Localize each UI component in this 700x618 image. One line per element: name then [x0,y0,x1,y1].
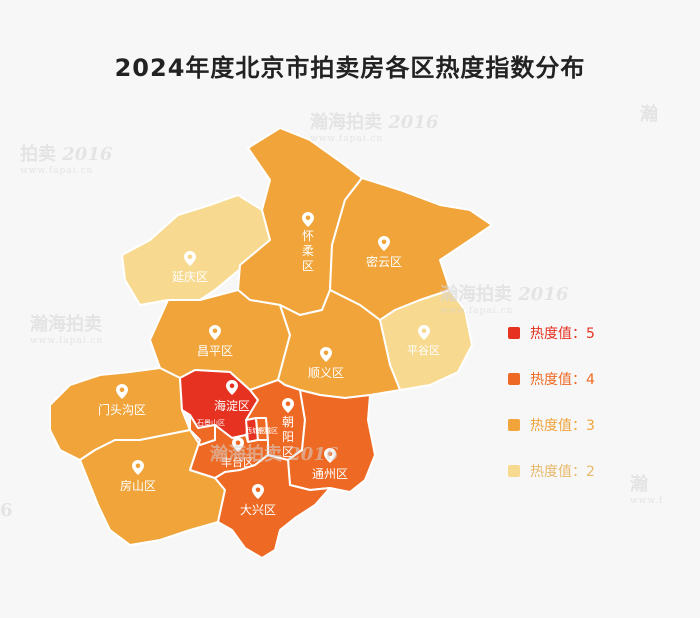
legend-item-level-5: 热度值：5 [508,322,595,344]
location-pin-icon [417,325,430,340]
legend-item-level-3: 热度值：3 [508,414,595,436]
label-xicheng: 西城区 [245,426,266,436]
label-text: 平谷区 [407,344,440,357]
legend-item-level-2: 热度值：2 [508,460,595,482]
label-text: 石景山区 [197,419,225,427]
label-yanqing: 延庆区 [172,251,208,285]
label-fengtai: 丰台区 [221,437,254,470]
label-shijingshan: 石景山区 [197,418,225,428]
label-text: 顺义区 [308,366,345,380]
label-haidian: 海淀区 [214,380,250,414]
location-pin-icon [226,380,238,395]
district-daxing[interactable] [214,454,331,559]
label-text: 昌平区 [197,344,234,358]
district-tongzhou[interactable] [287,389,376,493]
label-shunyi: 顺义区 [308,347,344,381]
watermark: 瀚海拍卖 2016 www.fapai.cn [310,112,439,144]
location-pin-icon [209,325,221,340]
location-pin-icon [184,251,196,266]
location-pin-icon [378,236,390,251]
location-pin-icon [132,460,144,475]
watermark: 拍卖 2016 www.fapai.cn [20,144,113,176]
label-miyun: 密云区 [366,236,402,270]
label-mentougou: 门头沟区 [98,384,146,418]
legend: 热度值：5 热度值：4 热度值：3 热度值：2 [508,322,595,506]
label-huairou: 怀 柔 区 [301,212,315,274]
watermark: 瀚海拍卖 2016 [210,444,339,465]
legend-swatch [508,419,520,431]
label-text: 密云区 [366,255,403,269]
label-text: 海淀区 [214,399,251,413]
label-text: 大兴区 [240,503,277,517]
location-pin-icon [231,437,244,452]
label-text: 东城区 [257,427,278,435]
label-text: 延庆区 [172,270,209,284]
label-dongcheng: 东城区 [257,426,278,436]
label-chaoyang: 朝 阳 区 [281,398,295,460]
legend-label: 热度值：5 [530,326,595,342]
label-text: 怀 柔 区 [301,229,314,273]
label-daxing: 大兴区 [240,484,276,518]
label-text: 朝 阳 区 [281,415,294,459]
label-pinggu: 平谷区 [407,325,440,358]
label-tongzhou: 通州区 [312,448,348,482]
page-title: 2024年度北京市拍卖房各区热度指数分布 [114,54,586,82]
district-fengtai[interactable] [189,424,269,479]
location-pin-icon [252,484,264,499]
legend-item-level-4: 热度值：4 [508,368,595,390]
label-text: 门头沟区 [98,403,147,417]
label-changping: 昌平区 [197,325,233,359]
label-text: 西城区 [245,427,266,435]
label-fangshan: 房山区 [120,460,156,494]
legend-swatch [508,373,520,385]
legend-label: 热度值：3 [530,418,595,434]
location-pin-icon [324,448,336,463]
location-pin-icon [302,212,314,227]
legend-label: 热度值：2 [530,464,595,480]
watermark: 瀚海拍卖 2016 www.fapai.cn [440,284,569,316]
label-text: 丰台区 [221,456,254,469]
watermark: 瀚海拍卖 www.fapai.cn [30,314,104,346]
legend-swatch [508,327,520,339]
location-pin-icon [116,384,128,399]
legend-swatch [508,465,520,477]
location-pin-icon [282,398,294,413]
label-text: 房山区 [120,479,157,493]
watermark: 6 [0,500,13,521]
legend-label: 热度值：4 [530,372,595,388]
location-pin-icon [320,347,332,362]
watermark: 瀚 [640,104,658,125]
label-text: 通州区 [312,467,349,481]
watermark: 瀚 www.f [630,474,664,506]
